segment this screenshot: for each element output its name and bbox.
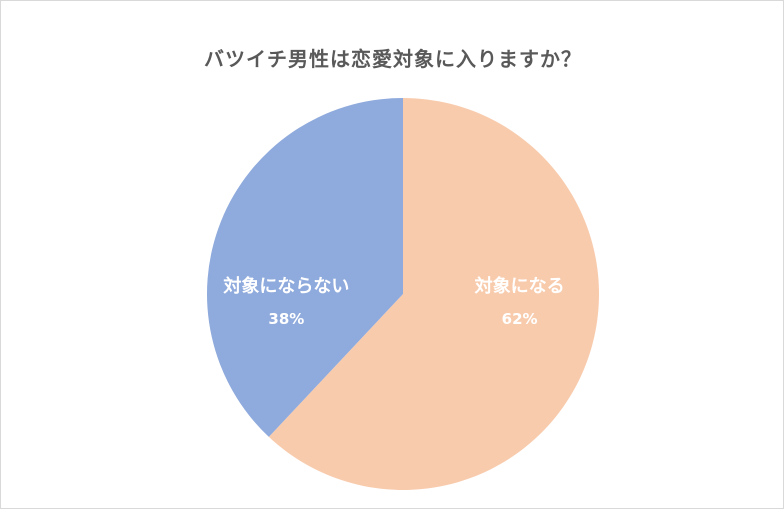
pie-slice-1 bbox=[268, 98, 599, 490]
slice-value-1: 62% bbox=[502, 310, 538, 328]
slice-label-2: 対象にならない bbox=[222, 275, 349, 297]
slice-label-1: 対象になる bbox=[474, 275, 565, 297]
slice-value-2: 38% bbox=[268, 310, 304, 328]
pie-slice-2 bbox=[207, 97, 403, 437]
chart-title: バツイチ男性は恋愛対象に入りますか？ bbox=[204, 47, 582, 71]
